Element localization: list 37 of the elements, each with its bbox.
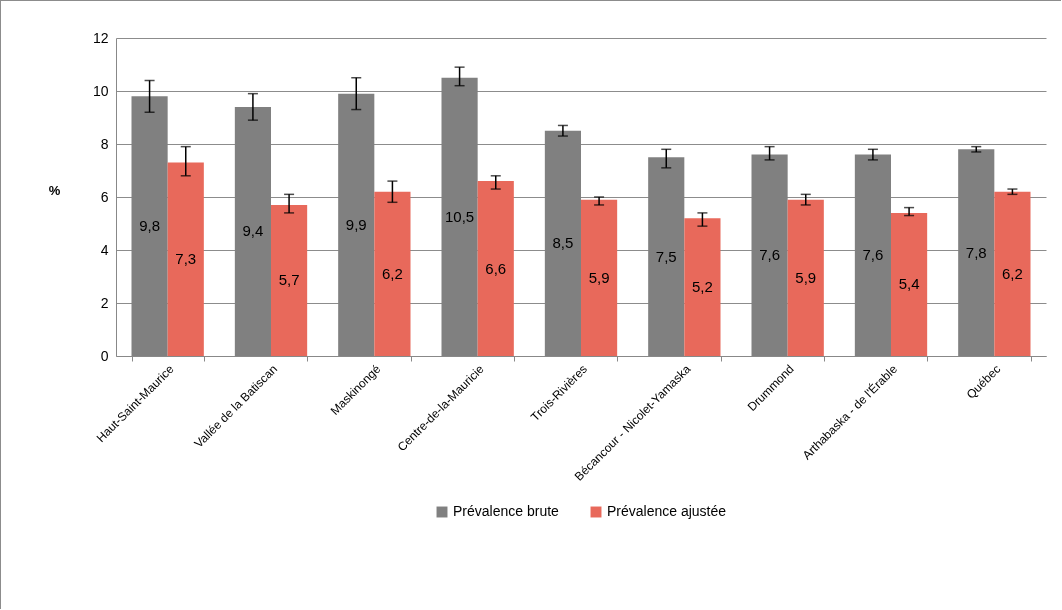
legend-label: Prévalence ajustée (607, 503, 727, 519)
bar (994, 191, 1031, 356)
y-tick-label: 4 (100, 241, 109, 258)
y-tick-label: 2 (100, 294, 109, 311)
data-label: 6,6 (485, 259, 507, 277)
data-label: 5,2 (691, 278, 713, 296)
data-label: 5,4 (898, 275, 920, 293)
bar (684, 218, 721, 356)
data-label: 8,5 (552, 234, 574, 252)
y-tick-label: 0 (100, 347, 109, 364)
bar (167, 162, 204, 356)
bar (271, 204, 308, 356)
data-label: 5,9 (588, 268, 610, 286)
data-label: 9,4 (242, 222, 264, 240)
data-label: 10,5 (444, 207, 475, 225)
data-label: 6,2 (381, 264, 403, 282)
data-label: 7,3 (175, 250, 197, 268)
data-label: 5,9 (795, 268, 817, 286)
data-label: 5,7 (278, 271, 300, 289)
data-label: 7,5 (655, 247, 677, 265)
data-label: 9,9 (345, 215, 367, 233)
bar (787, 199, 824, 356)
bar (581, 199, 618, 356)
data-label: 7,8 (965, 243, 987, 261)
bar (374, 191, 411, 356)
y-tick-label: 8 (100, 135, 109, 152)
bar (477, 181, 514, 356)
y-axis-title: % (48, 182, 61, 198)
data-label: 7,6 (862, 246, 884, 264)
data-label: 9,8 (139, 217, 161, 235)
legend-label: Prévalence brute (453, 503, 560, 519)
bar (891, 212, 928, 356)
y-tick-label: 12 (92, 29, 109, 46)
y-tick-label: 10 (92, 82, 109, 99)
data-label: 7,6 (759, 246, 781, 264)
data-label: 6,2 (1001, 264, 1023, 282)
y-tick-label: 6 (100, 188, 109, 205)
